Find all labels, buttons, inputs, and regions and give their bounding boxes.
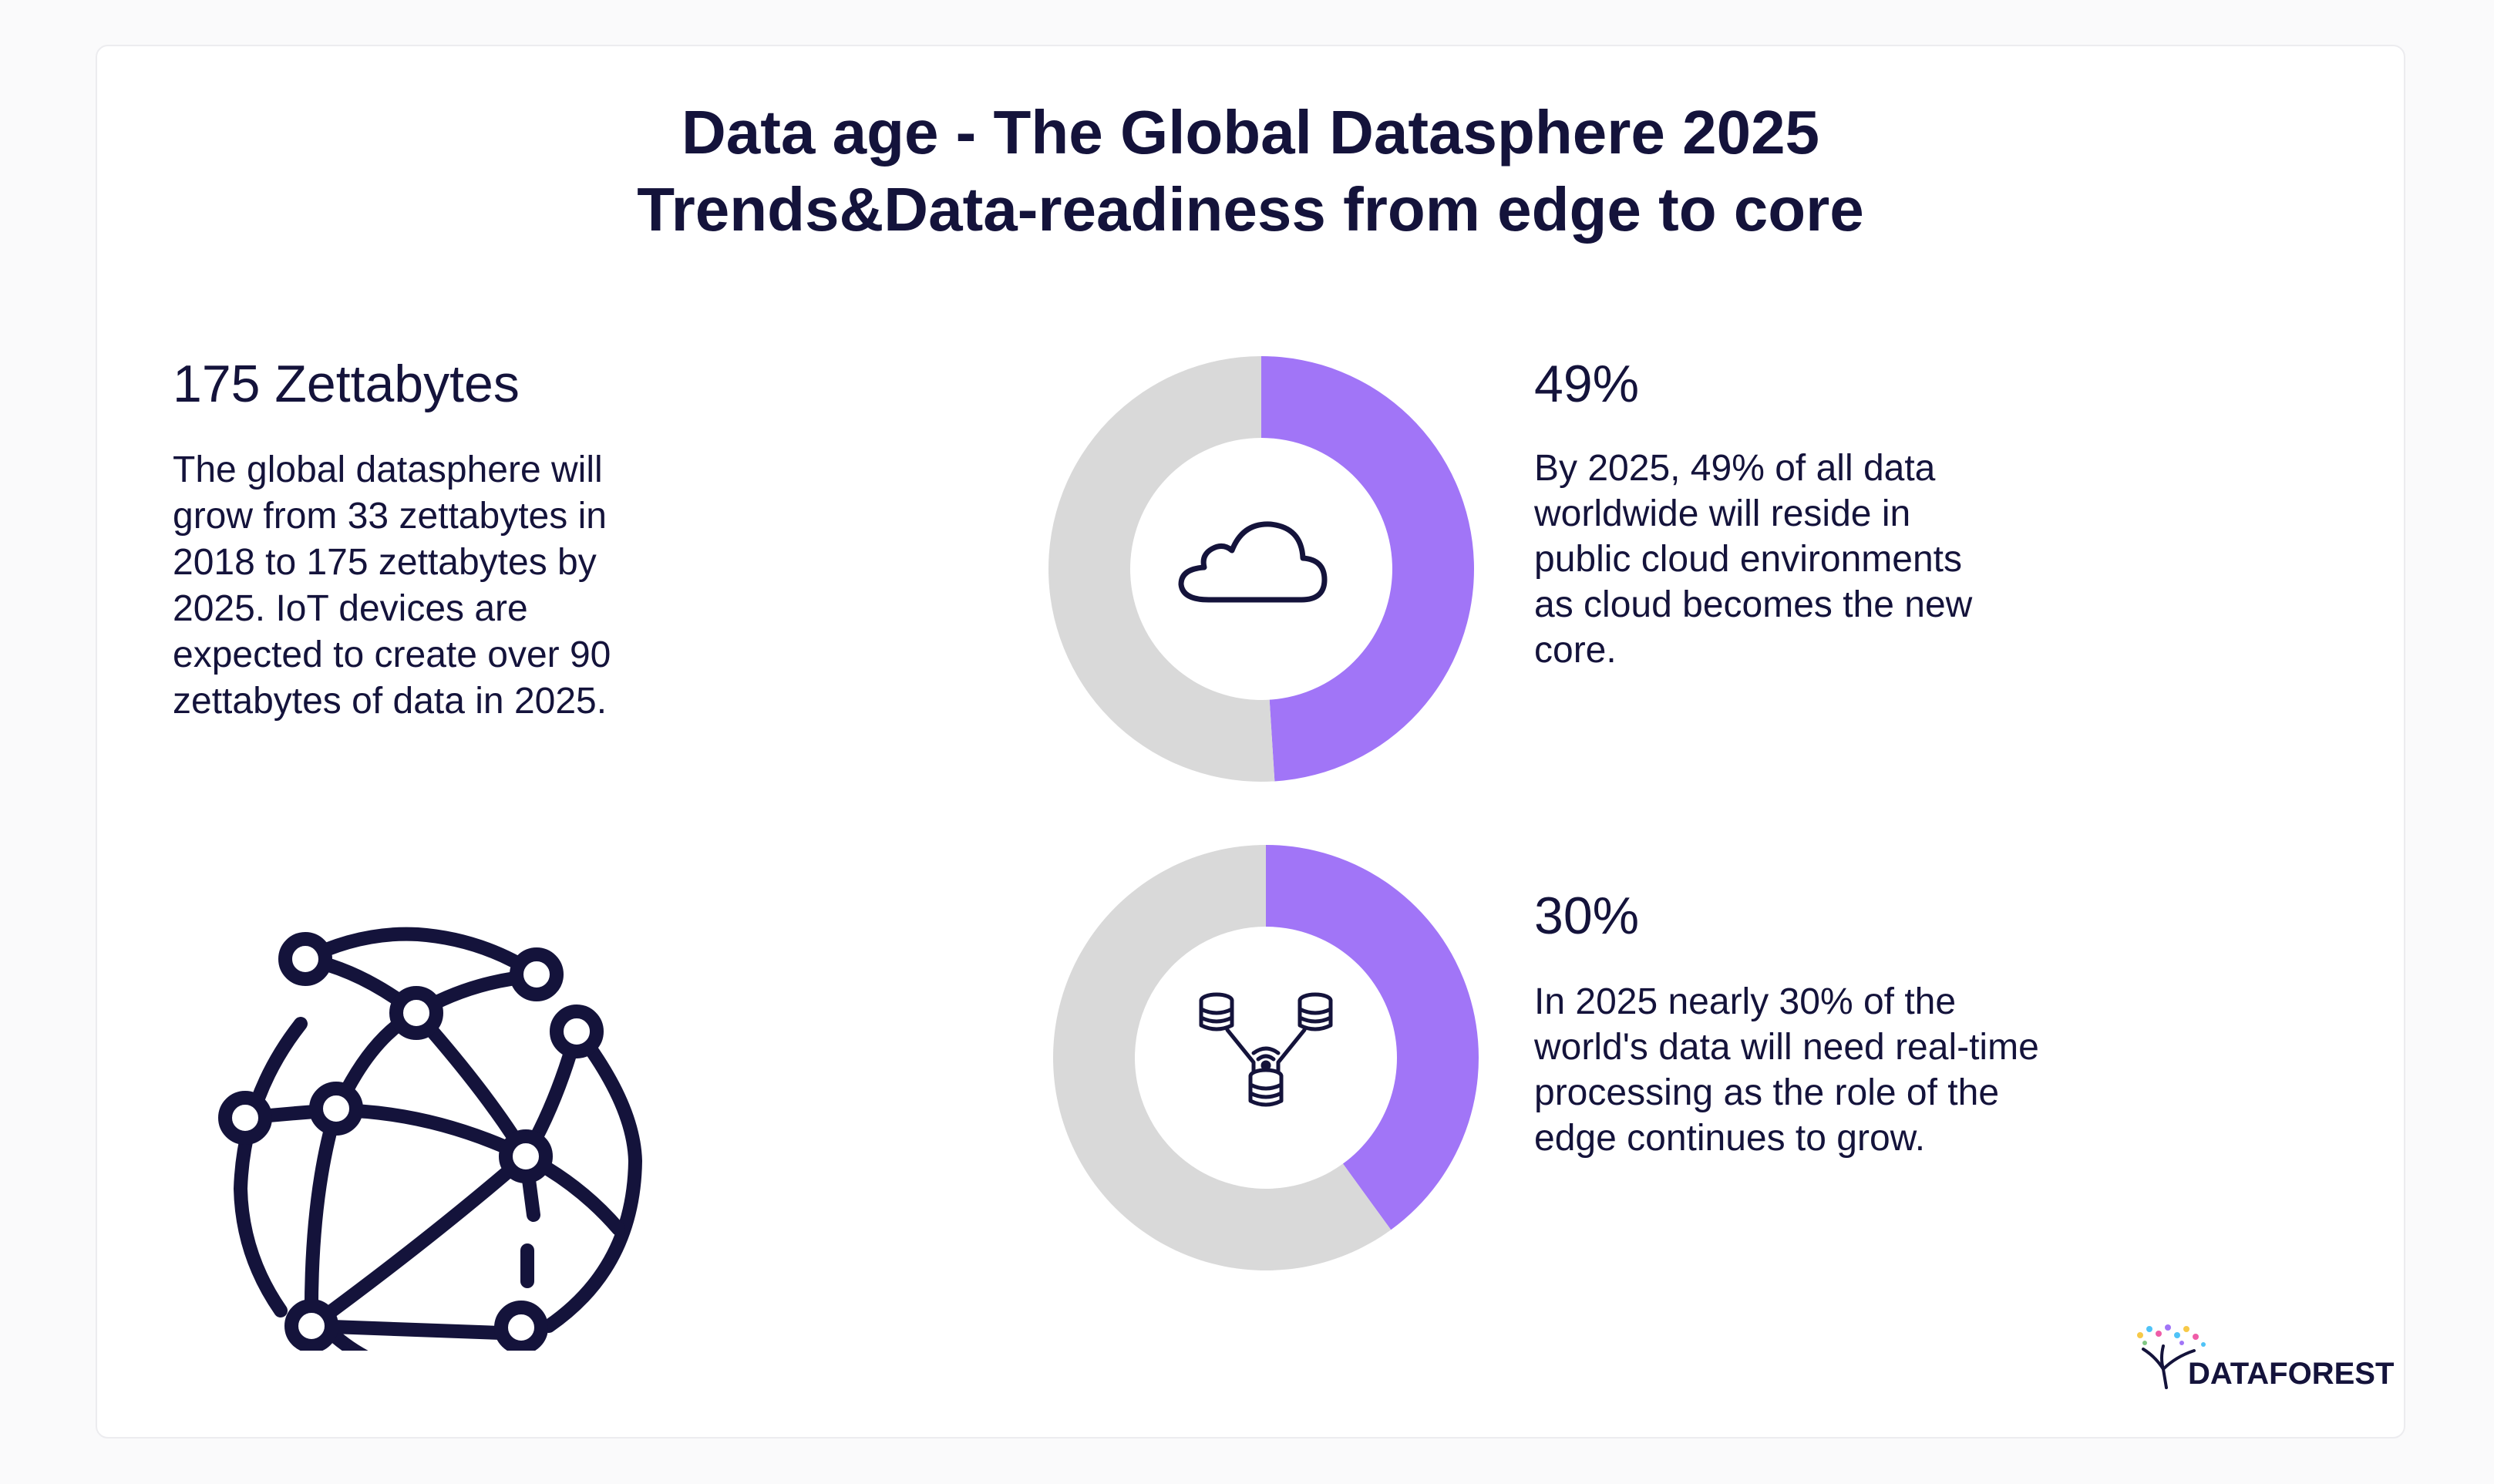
edge-line: processing as the role of the [1534,1072,2000,1113]
globe-network-icon [218,927,642,1351]
donut-slice-highlight [1266,845,1479,1230]
donut-slice-remainder [1048,356,1275,782]
edge-donut-chart [1053,845,1479,1270]
cloud-line: core. [1534,630,1617,671]
zettabytes-line: The global datasphere will [173,449,603,490]
cloud-line: worldwide will reside in [1534,493,1911,534]
zettabytes-line: grow from 33 zettabytes in [173,496,607,537]
title-line-2: Trends&Data-readiness from edge to core [637,175,1864,244]
brand-name: DATAFOREST [2188,1357,2395,1391]
dataforest-logo: DATAFOREST [2132,1318,2394,1403]
cloud-icon [1178,521,1328,603]
tree-logo-icon [2137,1324,2206,1389]
zettabytes-line: zettabytes of data in 2025. [173,681,608,722]
zettabytes-description: The global datasphere will grow from 33 … [173,447,611,725]
edge-line: world's data will need real-time [1534,1027,2039,1068]
edge-line: edge continues to grow. [1534,1118,1926,1159]
zettabytes-line: 2018 to 175 zettabytes by [173,542,597,583]
page-title: Data age - The Global Datasphere 2025 Tr… [97,94,2404,248]
cloud-donut-chart [1048,356,1475,782]
cloud-heading: 49% [1534,355,1640,413]
donut-slice-remainder [1053,845,1392,1270]
zettabytes-heading: 175 Zettabytes [173,355,520,413]
cloud-line: By 2025, 49% of all data [1534,448,1936,489]
edge-line: In 2025 nearly 30% of the [1534,981,1957,1022]
zettabytes-line: 2025. IoT devices are [173,588,528,629]
database-network-icon [1199,992,1333,1107]
cloud-description: By 2025, 49% of all data worldwide will … [1534,446,1972,673]
zettabytes-line: expected to create over 90 [173,634,611,675]
title-line-1: Data age - The Global Datasphere 2025 [681,98,1820,167]
donut-slice-highlight [1261,356,1475,782]
edge-donut-slices [1053,845,1479,1270]
edge-description: In 2025 nearly 30% of the world's data w… [1534,979,2039,1161]
infographic-card: Data age - The Global Datasphere 2025 Tr… [96,45,2405,1439]
cloud-line: public cloud environments [1534,539,1962,580]
cloud-line: as cloud becomes the new [1534,584,1973,625]
cloud-donut-slices [1048,356,1475,782]
edge-heading: 30% [1534,887,1640,945]
